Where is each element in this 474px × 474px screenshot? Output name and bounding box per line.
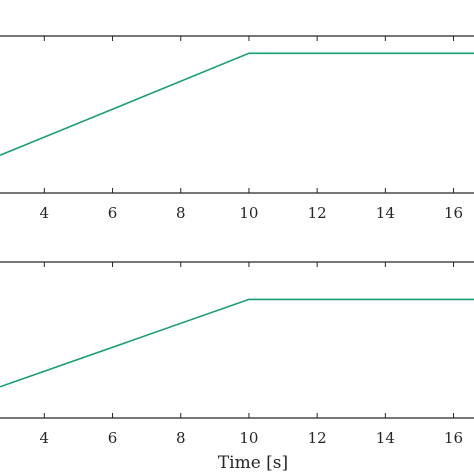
bottom-plot-x-tick-label: 16	[444, 429, 463, 447]
top-plot-x-tick-label: 8	[176, 204, 186, 222]
top-plot-series	[0, 52, 474, 157]
bottom-plot-x-tick-label: 8	[176, 429, 186, 447]
bottom-plot-tick-labels: 4 6 8 10 12 14 16	[40, 429, 464, 447]
x-axis-label: Time [s]	[218, 453, 288, 473]
bottom-plot-ticks	[43, 262, 455, 418]
top-plot-x-tick-label: 10	[239, 204, 258, 222]
bottom-plot-series-line	[0, 298, 474, 388]
bottom-plot-series	[0, 298, 474, 388]
top-plot: 4 6 8 10 12 14 16	[0, 35, 474, 222]
top-plot-ticks	[43, 36, 455, 193]
bottom-plot-x-tick-label: 14	[376, 429, 395, 447]
top-plot-tick-labels: 4 6 8 10 12 14 16	[40, 204, 464, 222]
bottom-plot-x-tick-label: 10	[239, 429, 258, 447]
top-plot-x-tick-label: 12	[308, 204, 327, 222]
bottom-plot-x-tick-label: 6	[108, 429, 118, 447]
top-plot-x-tick-label: 6	[108, 204, 118, 222]
bottom-plot-x-tick-label: 12	[308, 429, 327, 447]
bottom-plot-x-tick-label: 4	[40, 429, 50, 447]
top-plot-x-tick-label: 4	[40, 204, 50, 222]
top-plot-series-line	[0, 52, 474, 157]
top-plot-x-tick-label: 14	[376, 204, 395, 222]
top-plot-x-tick-label: 16	[444, 204, 463, 222]
bottom-plot: 4 6 8 10 12 14 16 Time [s]	[0, 261, 474, 473]
